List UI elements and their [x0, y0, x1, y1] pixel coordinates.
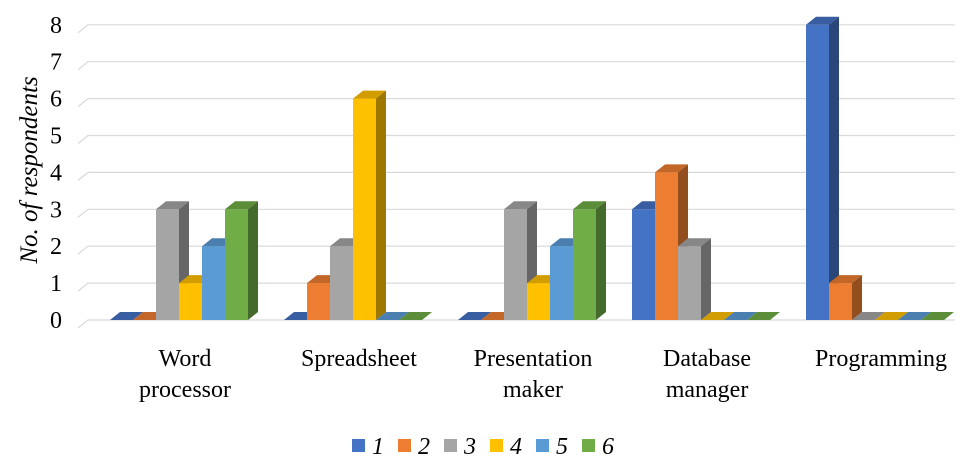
legend-label: 1: [372, 434, 384, 460]
legend-label: 3: [463, 434, 476, 460]
legend-swatch: [444, 439, 457, 452]
category-labels: Word processor Spreadsheet Presentation make…: [139, 346, 947, 403]
bar: [875, 312, 908, 320]
y-tick-label: 5: [50, 124, 62, 150]
category-label: Database: [663, 346, 751, 372]
y-tick-label: 1: [50, 271, 62, 297]
bar: [747, 312, 780, 320]
category-label: manager: [666, 377, 749, 403]
y-tick-label: 4: [50, 160, 62, 186]
gridline: [77, 24, 955, 34]
y-tick-label: 0: [50, 308, 62, 334]
legend-label: 5: [556, 434, 568, 460]
gridline: [77, 97, 955, 108]
legend-item: 3: [444, 434, 476, 460]
legend-item: 5: [536, 434, 568, 460]
legend-swatch: [582, 439, 595, 452]
category-label: maker: [503, 377, 563, 403]
y-tick-label: 7: [50, 50, 62, 76]
bar: [225, 201, 258, 320]
y-tick-label: 8: [50, 13, 62, 39]
legend-swatch: [536, 439, 549, 452]
bar: [110, 312, 143, 320]
legend: 1 2 3 4 5 6: [352, 434, 614, 460]
bar: [458, 312, 491, 320]
bar: [829, 275, 862, 320]
category-label: Programming: [815, 346, 947, 372]
bar: [898, 312, 931, 320]
bar: [701, 312, 734, 320]
y-axis-ticks: 0 1 2 3 4 5 6 7 8: [50, 13, 62, 334]
gridline: [77, 61, 955, 71]
legend-swatch: [352, 439, 365, 452]
category-label: Spreadsheet: [301, 346, 417, 372]
category-label: Word: [159, 346, 212, 372]
category-label: processor: [139, 377, 231, 403]
bar: [806, 16, 839, 321]
gridline: [77, 134, 955, 144]
bars: [110, 16, 954, 321]
y-tick-label: 6: [50, 87, 62, 113]
bar: [573, 201, 606, 320]
bar: [921, 312, 954, 320]
legend-label: 6: [602, 434, 614, 460]
bar: [678, 238, 711, 320]
legend-label: 4: [510, 434, 522, 460]
gridlines: [77, 24, 955, 329]
y-axis-label: No. of respondents: [16, 76, 43, 264]
legend-item: 1: [352, 434, 384, 460]
category-label: Presentation: [474, 346, 593, 372]
y-tick-label: 3: [50, 197, 62, 223]
legend-label: 2: [418, 434, 430, 460]
legend-swatch: [398, 439, 411, 452]
legend-item: 6: [582, 434, 614, 460]
bar: [399, 312, 432, 320]
bar: [353, 90, 386, 320]
bar: [724, 312, 757, 320]
bar: [376, 312, 409, 320]
y-tick-label: 2: [50, 234, 62, 260]
bar: [852, 312, 885, 320]
legend-item: 2: [398, 434, 430, 460]
legend-swatch: [490, 439, 503, 452]
gridline: [77, 319, 955, 329]
legend-item: 4: [490, 434, 522, 460]
